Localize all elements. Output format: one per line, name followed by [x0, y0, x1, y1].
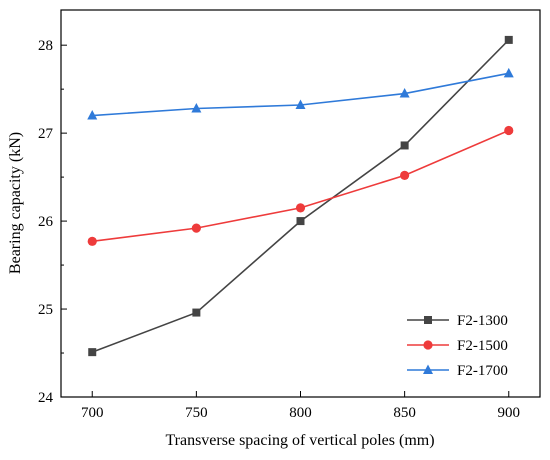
- data-point: [400, 170, 410, 180]
- legend-label: F2-1500: [457, 338, 508, 354]
- y-tick-label: 24: [38, 390, 54, 406]
- data-point: [87, 110, 98, 120]
- data-point: [192, 308, 201, 317]
- x-tick-label: 850: [393, 405, 416, 421]
- y-tick-label: 26: [38, 214, 54, 230]
- data-point: [191, 103, 202, 113]
- series-line: [91, 39, 510, 353]
- legend: F2-1300 F2-1500 F2-1700: [407, 313, 508, 379]
- y-tick-label: 27: [38, 126, 54, 142]
- data-point: [504, 35, 513, 44]
- series-group: [87, 35, 514, 357]
- x-tick-label: 750: [185, 405, 208, 421]
- x-axis-label: Transverse spacing of vertical poles (mm…: [165, 432, 434, 449]
- legend-marker: [424, 316, 432, 324]
- data-point: [399, 88, 410, 98]
- x-axis-ticks: 700 750 800 850 900: [81, 391, 520, 421]
- x-tick-label: 700: [81, 405, 104, 421]
- data-point: [504, 125, 514, 136]
- data-point: [88, 348, 97, 357]
- series-line: [92, 72, 509, 117]
- legend-marker: [423, 364, 433, 374]
- y-axis-ticks: 24 25 26 27 28: [38, 38, 67, 406]
- data-point: [87, 236, 97, 246]
- legend-label: F2-1300: [457, 313, 508, 329]
- data-point: [295, 99, 306, 109]
- y-tick-label: 28: [38, 38, 53, 54]
- x-tick-label: 900: [498, 405, 521, 421]
- y-tick-label: 25: [38, 302, 53, 318]
- data-point: [191, 223, 201, 233]
- data-point: [295, 203, 306, 213]
- y-axis-label: Bearing capacity (kN): [7, 132, 24, 274]
- legend-label: F2-1700: [457, 363, 508, 379]
- data-point: [503, 67, 514, 78]
- data-point: [400, 141, 409, 150]
- x-tick-label: 800: [289, 405, 312, 421]
- legend-marker: [423, 340, 433, 350]
- data-point: [296, 217, 305, 226]
